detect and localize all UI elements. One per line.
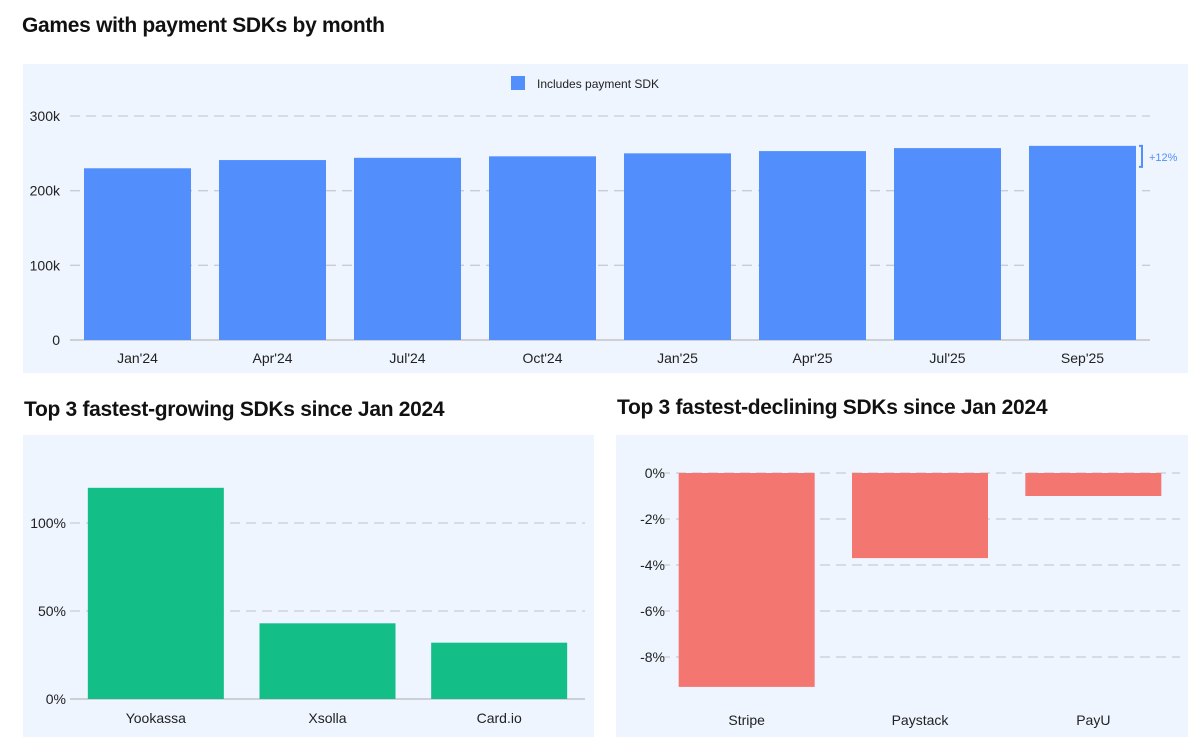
x-tick-label: Paystack xyxy=(892,712,950,728)
x-tick-label: Apr'24 xyxy=(252,350,292,366)
x-tick-label: Sep'25 xyxy=(1061,350,1104,366)
y-tick-label: -6% xyxy=(640,603,665,619)
chart-title-monthly: Games with payment SDKs by month xyxy=(22,14,385,37)
bar-oct24 xyxy=(489,156,596,340)
y-tick-label: -4% xyxy=(640,557,665,573)
x-tick-label: Stripe xyxy=(728,712,765,728)
legend-label: Includes payment SDK xyxy=(537,77,659,91)
y-tick-label: -2% xyxy=(640,511,665,527)
bar-stripe xyxy=(678,473,815,687)
y-tick-label: 200k xyxy=(30,183,61,199)
bar-cardio xyxy=(431,642,568,699)
x-tick-label: Jul'24 xyxy=(389,350,425,366)
x-tick-label: PayU xyxy=(1076,712,1110,728)
x-tick-label: Apr'25 xyxy=(792,350,832,366)
legend-swatch xyxy=(511,76,525,90)
annotation-label: +12% xyxy=(1149,152,1178,164)
y-tick-label: 0 xyxy=(52,332,60,348)
x-tick-label: Jan'25 xyxy=(657,350,698,366)
bar-jul24 xyxy=(354,157,461,340)
bar-apr25 xyxy=(759,151,866,340)
x-tick-label: Card.io xyxy=(477,710,522,726)
bar-yookassa xyxy=(87,487,224,699)
bar-paystack xyxy=(852,473,988,559)
bar-jan25 xyxy=(624,153,731,340)
chart-title-declining: Top 3 fastest-declining SDKs since Jan 2… xyxy=(617,396,1048,419)
x-tick-label: Jul'25 xyxy=(929,350,965,366)
y-tick-label: 0% xyxy=(645,465,665,481)
bar-payu xyxy=(1025,473,1162,496)
bar-jan24 xyxy=(84,168,191,340)
x-tick-label: Oct'24 xyxy=(522,350,562,366)
x-tick-label: Yookassa xyxy=(126,710,186,726)
chart-title-growing: Top 3 fastest-growing SDKs since Jan 202… xyxy=(24,398,445,421)
x-tick-label: Jan'24 xyxy=(117,350,158,366)
y-tick-label: 50% xyxy=(38,603,66,619)
y-tick-label: 0% xyxy=(46,691,66,707)
y-tick-label: 100% xyxy=(30,515,66,531)
y-tick-label: 300k xyxy=(30,108,61,124)
annotation-bracket xyxy=(1139,144,1143,168)
bar-apr24 xyxy=(219,160,326,340)
bar-xsolla xyxy=(259,623,396,699)
x-tick-label: Xsolla xyxy=(308,710,346,726)
y-tick-label: 100k xyxy=(30,257,61,273)
bar-jul25 xyxy=(894,148,1001,340)
y-tick-label: -8% xyxy=(640,649,665,665)
bar-sep25 xyxy=(1029,145,1136,340)
